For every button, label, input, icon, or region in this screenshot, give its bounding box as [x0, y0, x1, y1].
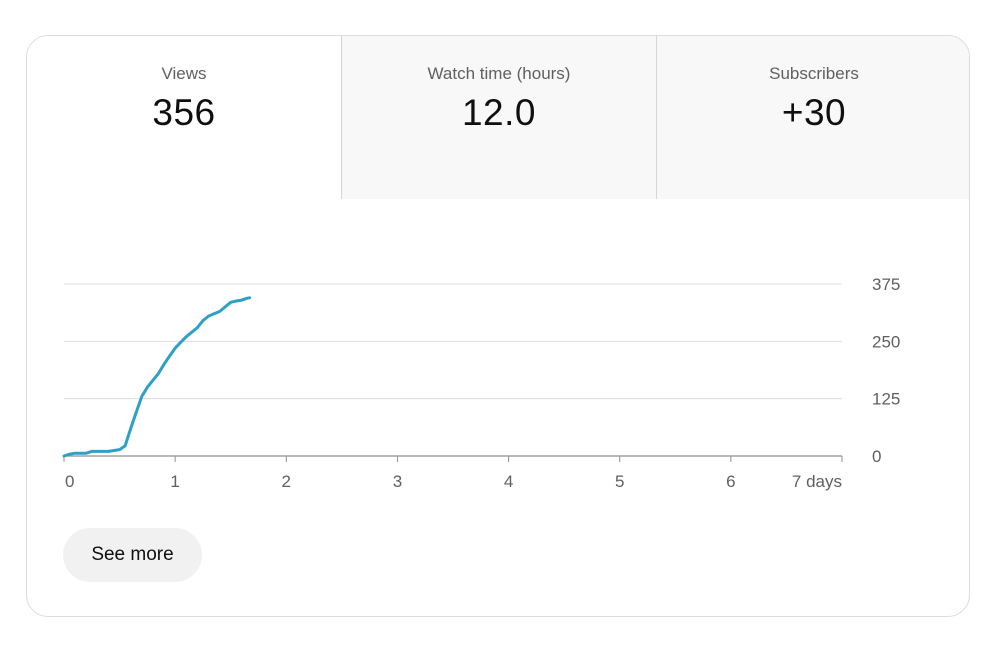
- x-tick-label: 6: [726, 472, 735, 491]
- tab-subscribers-value: +30: [781, 92, 847, 133]
- x-tick-label: 5: [615, 472, 624, 491]
- tab-views-label: Views: [161, 64, 207, 83]
- y-tick-label: 250: [872, 332, 900, 351]
- x-tick-label: 3: [393, 472, 402, 491]
- x-tick-label: 2: [282, 472, 291, 491]
- tab-watch-time-value: 12.0: [461, 92, 536, 133]
- x-tick-label: 4: [504, 472, 513, 491]
- views-chart: 0 125 250 375 0 1 2 3 4 5 6 7 days: [27, 199, 969, 519]
- tab-views-value: 356: [152, 92, 216, 133]
- x-tick-label: 1: [170, 472, 179, 491]
- views-series-line: [62, 296, 252, 458]
- see-more-button[interactable]: See more: [63, 528, 202, 582]
- y-tick-label: 125: [872, 390, 900, 409]
- tab-subscribers-label: Subscribers: [769, 64, 859, 83]
- y-tick-label: 0: [872, 447, 881, 466]
- views-chart-svg: 0 125 250 375 0 1 2 3 4 5 6 7 days: [62, 275, 900, 491]
- y-tick-label: 375: [872, 275, 900, 294]
- tab-watch-time-label: Watch time (hours): [427, 64, 571, 83]
- metric-tabs: Views 356 Watch time (hours) 12.0 Subscr…: [27, 36, 969, 199]
- analytics-card: Views 356 Watch time (hours) 12.0 Subscr…: [26, 35, 970, 617]
- tab-views[interactable]: Views 356: [27, 36, 341, 199]
- tab-watch-time[interactable]: Watch time (hours) 12.0: [341, 36, 656, 199]
- tab-subscribers[interactable]: Subscribers +30: [656, 36, 969, 199]
- x-tick-label: 0: [65, 472, 74, 491]
- x-tick-label: 7 days: [792, 472, 842, 491]
